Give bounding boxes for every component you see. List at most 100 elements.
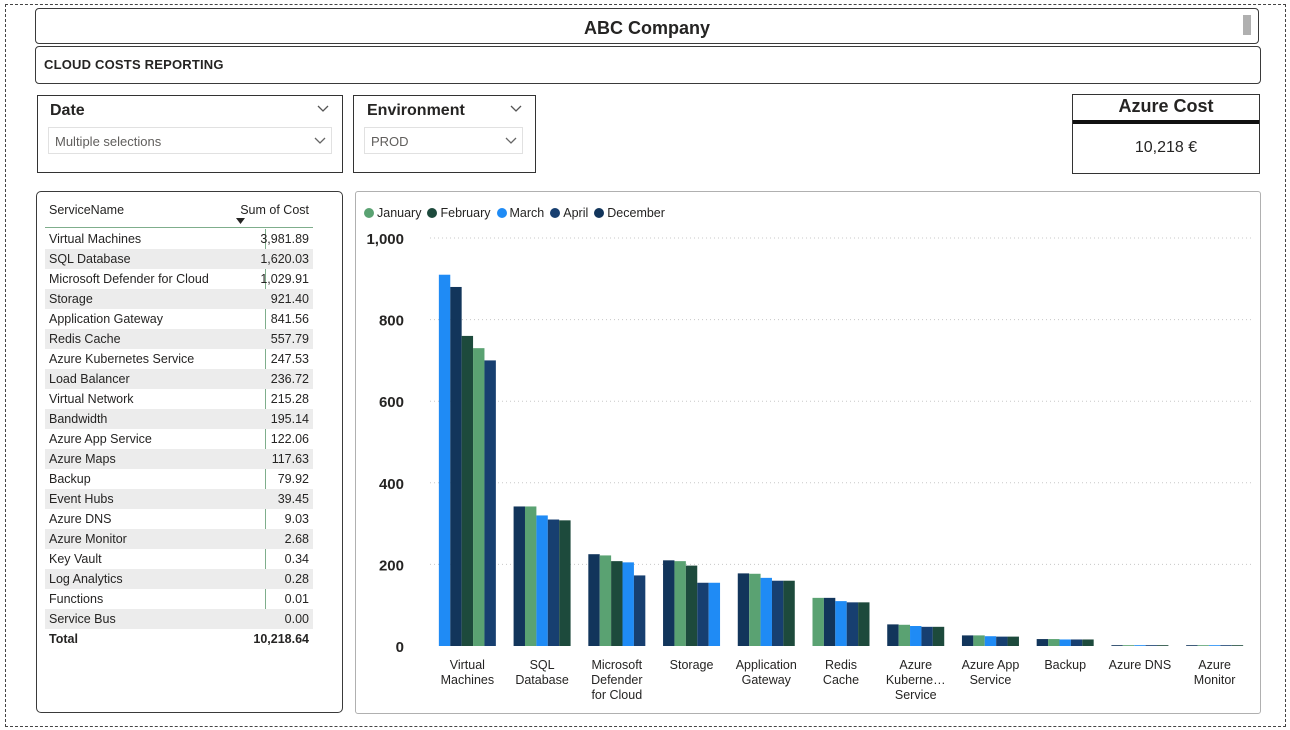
bar[interactable]	[1048, 639, 1060, 646]
table-row[interactable]: Azure Kubernetes Service 247.53	[45, 349, 313, 369]
bar[interactable]	[737, 573, 750, 646]
table-row[interactable]: Load Balancer 236.72	[45, 369, 313, 389]
bar[interactable]	[450, 286, 462, 646]
bar[interactable]	[663, 560, 675, 646]
bar[interactable]	[932, 626, 945, 646]
x-tick-label: Virtual	[450, 658, 485, 672]
table-row[interactable]: Service Bus 0.00	[45, 609, 313, 629]
service-name-cell: Log Analytics	[49, 572, 123, 586]
column-header-servicename[interactable]: ServiceName	[49, 203, 125, 217]
bar[interactable]	[835, 601, 847, 646]
bar[interactable]	[599, 555, 612, 646]
table-row[interactable]: Key Vault 0.34	[45, 549, 313, 569]
bar[interactable]	[910, 626, 922, 646]
table-row[interactable]: Functions 0.01	[45, 589, 313, 609]
table-row[interactable]: Virtual Machines 3,981.89	[45, 229, 313, 249]
bar[interactable]	[1220, 645, 1232, 646]
bar[interactable]	[783, 580, 795, 646]
bar[interactable]	[674, 561, 686, 646]
bar[interactable]	[1070, 639, 1083, 646]
bar[interactable]	[685, 565, 698, 646]
table-row[interactable]: Log Analytics 0.28	[45, 569, 313, 589]
bar[interactable]	[622, 562, 634, 646]
bar[interactable]	[1231, 645, 1244, 646]
bar[interactable]	[536, 515, 548, 646]
table-row[interactable]: Virtual Network 215.28	[45, 389, 313, 409]
chevron-down-icon[interactable]	[316, 102, 330, 116]
bar[interactable]	[973, 635, 985, 646]
scrollbar-thumb[interactable]	[1243, 15, 1251, 35]
bar[interactable]	[473, 348, 485, 646]
bar[interactable]	[1157, 645, 1169, 646]
bar[interactable]	[708, 582, 721, 646]
bar[interactable]	[887, 624, 899, 646]
bar[interactable]	[1186, 645, 1198, 646]
bar[interactable]	[588, 554, 600, 646]
table-row[interactable]: Backup 79.92	[45, 469, 313, 489]
bar[interactable]	[1111, 645, 1123, 646]
bar[interactable]	[1145, 645, 1158, 646]
table-row[interactable]: Bandwidth 195.14	[45, 409, 313, 429]
bar[interactable]	[858, 602, 870, 646]
bar[interactable]	[484, 360, 496, 646]
cost-cell: 1,029.91	[260, 272, 309, 286]
bar[interactable]	[996, 636, 1008, 646]
bar[interactable]	[771, 580, 784, 646]
legend-item[interactable]: February	[427, 206, 491, 220]
table-row[interactable]: Azure Monitor 2.68	[45, 529, 313, 549]
x-tick-label: Service	[895, 688, 937, 702]
bar[interactable]	[461, 335, 474, 646]
legend-item[interactable]: April	[550, 206, 588, 220]
bar[interactable]	[524, 506, 537, 646]
bar[interactable]	[846, 602, 859, 646]
legend-item[interactable]: December	[594, 206, 665, 220]
bar[interactable]	[697, 582, 709, 646]
bar[interactable]	[1036, 639, 1049, 646]
x-tick-label: SQL	[530, 658, 555, 672]
bar[interactable]	[984, 636, 997, 646]
bar[interactable]	[559, 520, 571, 646]
bar[interactable]	[921, 626, 933, 646]
table-row[interactable]: Storage 921.40	[45, 289, 313, 309]
legend-item[interactable]: March	[496, 206, 544, 220]
table-header: ServiceName Sum of Cost	[45, 202, 313, 228]
chevron-down-icon[interactable]	[509, 102, 523, 116]
table-row[interactable]: Microsoft Defender for Cloud 1,029.91	[45, 269, 313, 289]
table-row[interactable]: Event Hubs 39.45	[45, 489, 313, 509]
report-canvas	[5, 4, 1286, 727]
cost-cell: 9.03	[284, 512, 309, 526]
sort-descending-icon[interactable]	[236, 218, 245, 224]
table-row[interactable]: SQL Database 1,620.03	[45, 249, 313, 269]
column-header-sum-of-cost[interactable]: Sum of Cost	[240, 203, 309, 217]
bar[interactable]	[812, 597, 824, 646]
table-row[interactable]: Redis Cache 557.79	[45, 329, 313, 349]
table-row[interactable]: Azure DNS 9.03	[45, 509, 313, 529]
bar[interactable]	[1122, 645, 1135, 646]
bar[interactable]	[1082, 639, 1094, 646]
date-dropdown[interactable]: Multiple selections	[48, 127, 332, 154]
environment-slicer: Environment PROD	[353, 95, 536, 173]
table-row[interactable]: Azure Maps 117.63	[45, 449, 313, 469]
legend-label: December	[607, 206, 665, 220]
bar[interactable]	[760, 577, 772, 646]
cost-cell: 0.01	[284, 592, 309, 606]
bar[interactable]	[961, 635, 974, 646]
bar[interactable]	[1007, 636, 1019, 646]
bar[interactable]	[611, 561, 623, 646]
table-row[interactable]: Application Gateway 841.56	[45, 309, 313, 329]
bar[interactable]	[1197, 645, 1209, 646]
bar[interactable]	[438, 274, 451, 646]
bar[interactable]	[1134, 645, 1146, 646]
environment-dropdown[interactable]: PROD	[364, 127, 523, 154]
legend-label: April	[563, 206, 589, 220]
bar[interactable]	[898, 624, 911, 646]
legend-item[interactable]: January	[364, 206, 421, 220]
bar[interactable]	[823, 597, 836, 646]
bar[interactable]	[633, 575, 646, 646]
bar[interactable]	[1208, 645, 1221, 646]
bar[interactable]	[1059, 639, 1071, 646]
bar[interactable]	[547, 519, 560, 646]
table-row[interactable]: Azure App Service 122.06	[45, 429, 313, 449]
bar[interactable]	[513, 506, 525, 646]
bar[interactable]	[749, 573, 761, 646]
